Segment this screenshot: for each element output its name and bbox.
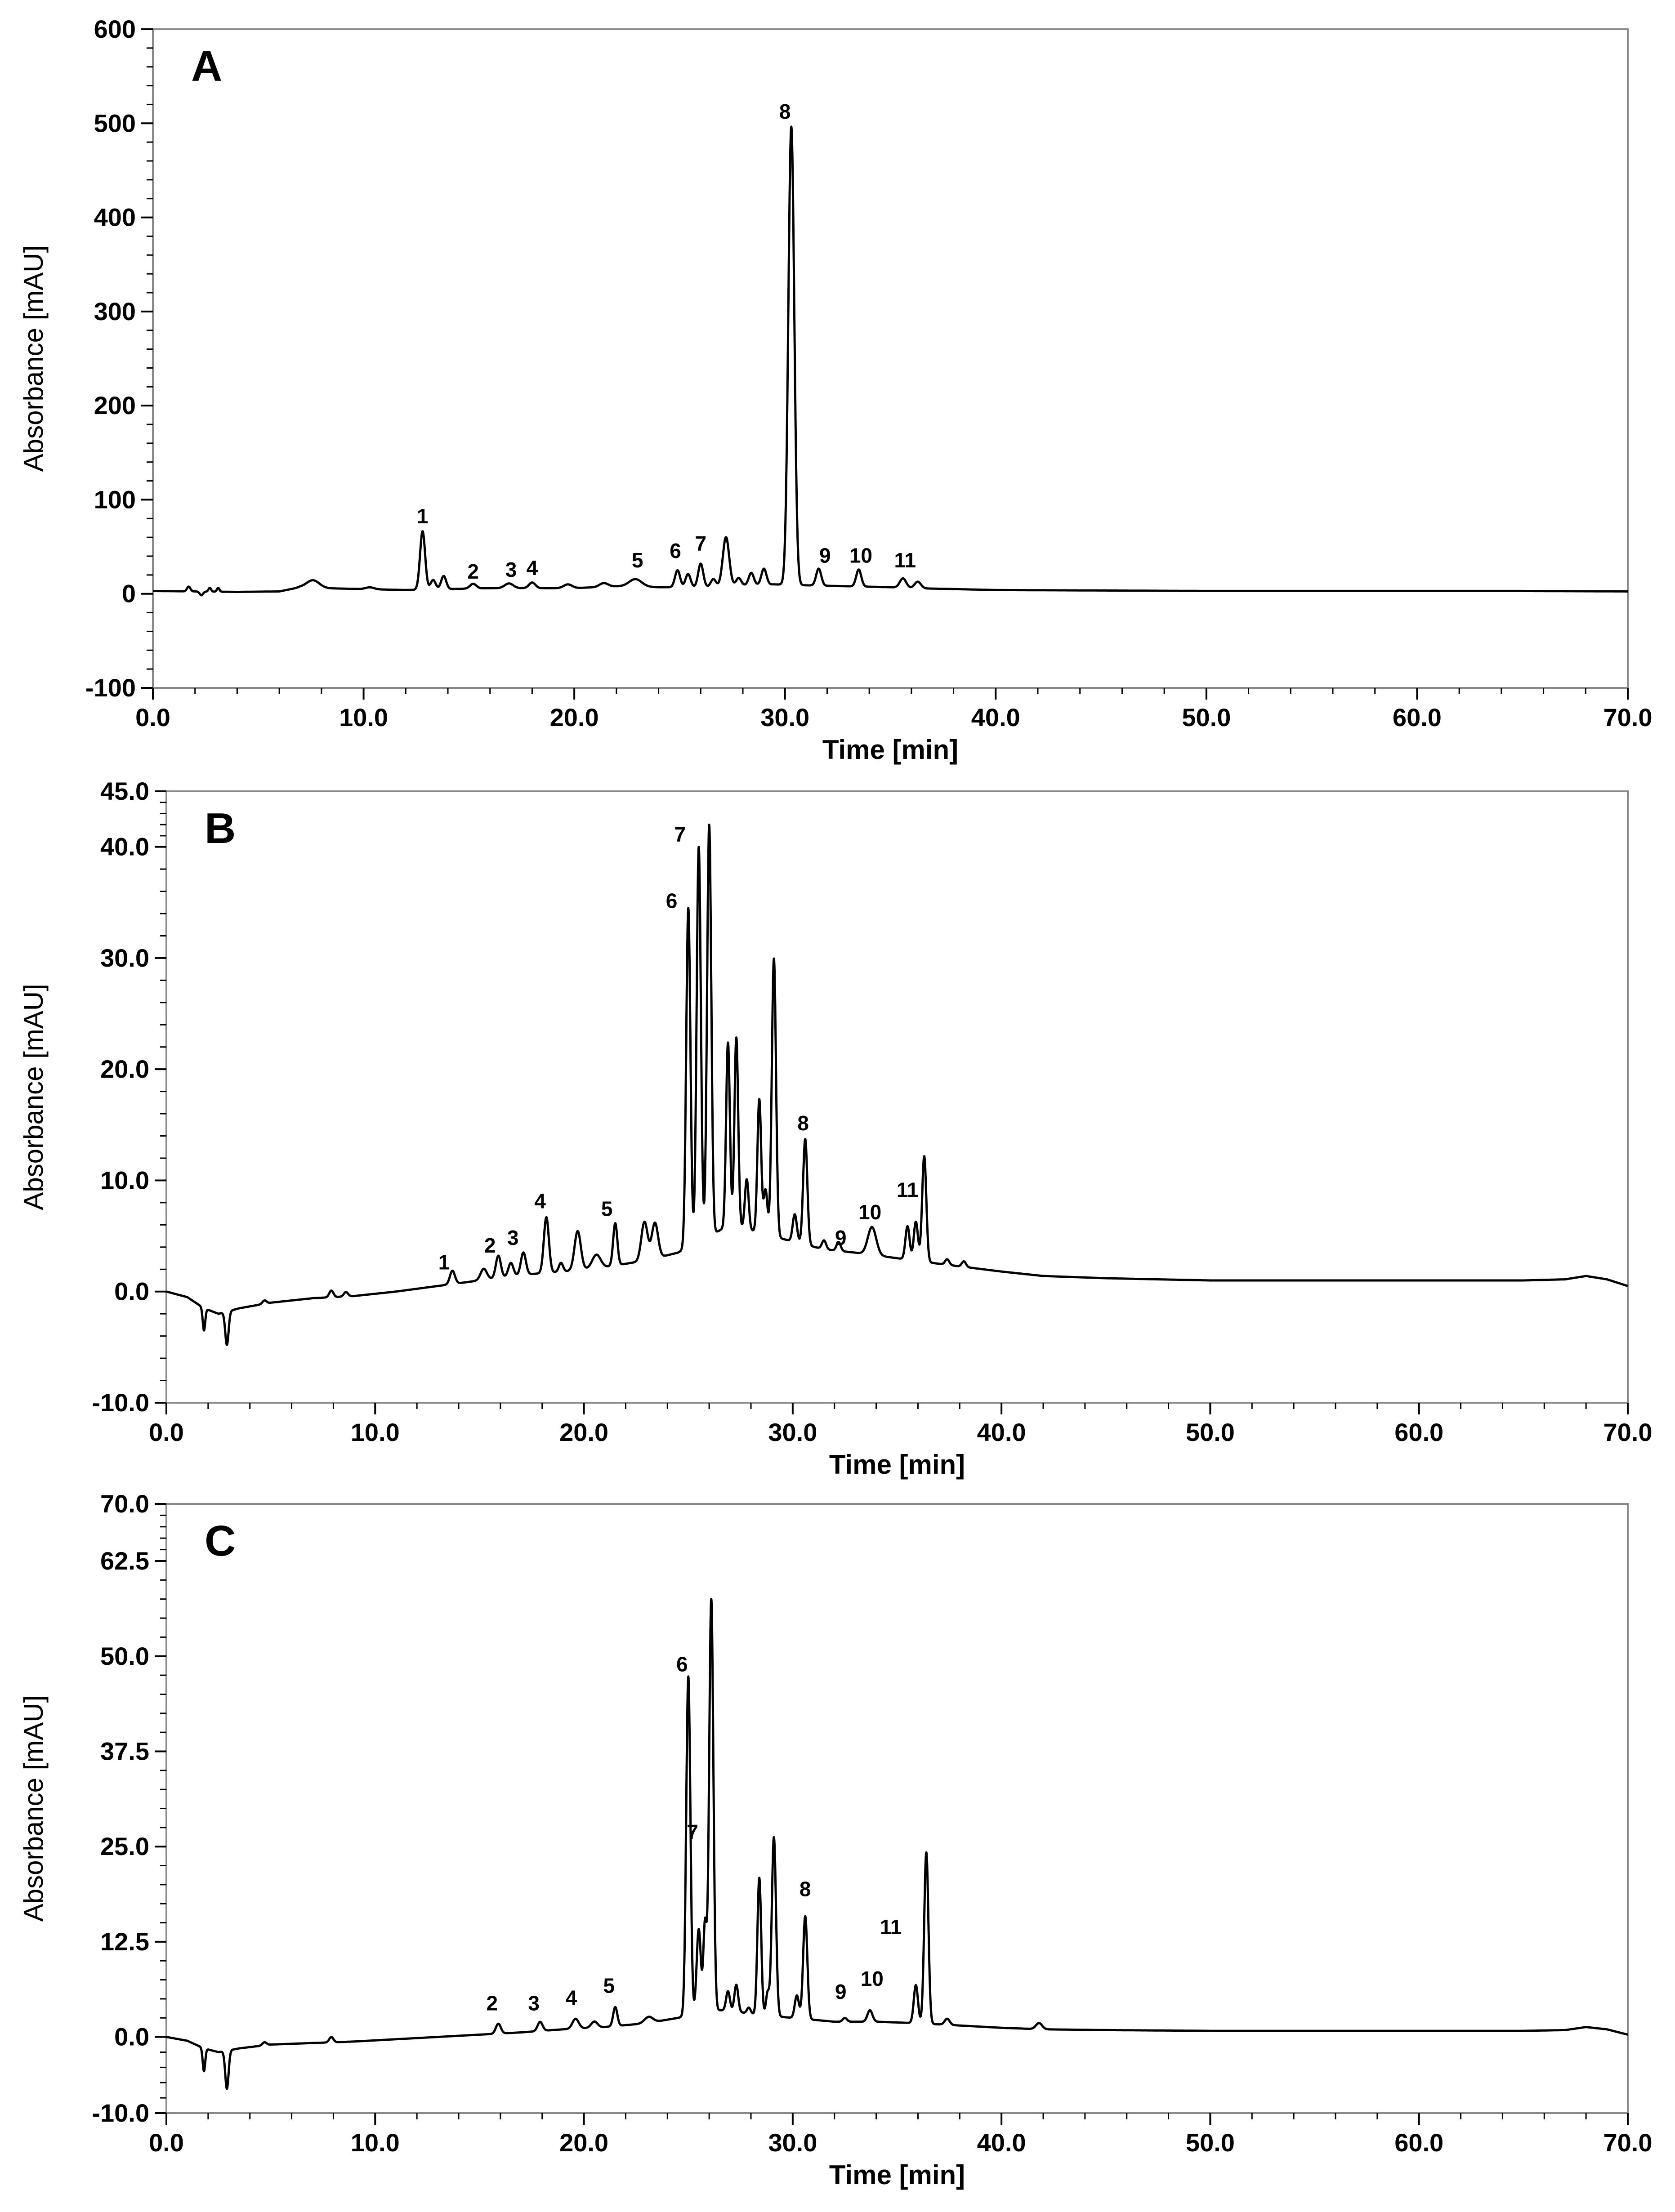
peak-label: 3 — [505, 558, 517, 581]
peak-label: 7 — [687, 1820, 698, 1843]
peak-label: 11 — [894, 549, 916, 572]
x-tick-label: 0.0 — [135, 703, 170, 731]
peak-label: 6 — [676, 1653, 688, 1676]
y-tick-label: 400 — [94, 203, 136, 232]
peak-label: 5 — [603, 1974, 615, 1997]
panel-label: B — [205, 804, 236, 852]
peak-label: 3 — [507, 1226, 519, 1249]
y-tick-label: 37.5 — [100, 1737, 149, 1765]
peak-label: 9 — [835, 1226, 847, 1249]
y-tick-label: -10.0 — [92, 1388, 149, 1417]
y-tick-label: -100 — [85, 673, 136, 702]
chromatogram-panel-c: C Time [min] Absorbance [mAU] 0.0 10.0 20.… — [18, 1490, 1653, 2190]
peak-label: 3 — [528, 1991, 540, 2015]
peak-label: 2 — [486, 1991, 498, 2015]
peak-label: 10 — [849, 544, 872, 567]
y-axis-title: Absorbance [mAU] — [18, 1695, 49, 1922]
chromatogram-panel-a: A Time [min] Absorbance [mAU] 0.0 10.0 20.… — [18, 15, 1653, 765]
y-tick-label: 600 — [94, 15, 136, 43]
x-tick-label: 70.0 — [1604, 1418, 1653, 1446]
x-tick-label: 40.0 — [971, 703, 1020, 731]
y-tick-label: -10.0 — [92, 2099, 149, 2127]
peak-label: 7 — [674, 822, 686, 846]
x-tick-label: 10.0 — [351, 2128, 400, 2157]
peak-label: 6 — [666, 889, 678, 913]
peak-label: 2 — [467, 560, 479, 583]
peak-label: 4 — [534, 1189, 546, 1213]
plot-frame — [152, 28, 1629, 689]
x-tick-label: 60.0 — [1394, 1418, 1443, 1446]
peak-label: 8 — [800, 1877, 811, 1900]
panel-label: C — [205, 1517, 236, 1565]
x-tick-label: 0.0 — [149, 2128, 184, 2157]
y-tick-label: 62.5 — [100, 1547, 149, 1575]
y-tick-label: 500 — [94, 109, 136, 137]
y-tick-label: 300 — [94, 297, 136, 326]
peak-label: 10 — [861, 1967, 884, 1990]
panel-label: A — [191, 42, 222, 90]
peak-label: 9 — [835, 1980, 847, 2003]
peak-label: 5 — [601, 1197, 613, 1221]
y-tick-label: 30.0 — [100, 944, 149, 972]
peak-label: 8 — [797, 1111, 809, 1135]
x-tick-label: 40.0 — [977, 1418, 1026, 1446]
chromatogram-trace — [165, 1598, 1629, 2090]
y-tick-label: 0 — [122, 580, 136, 608]
plot-frame — [165, 790, 1629, 1404]
y-tick-label: 50.0 — [100, 1642, 149, 1670]
peak-label: 1 — [438, 1250, 450, 1274]
y-tick-label: 0.0 — [114, 1277, 149, 1306]
x-tick-label: 70.0 — [1604, 2128, 1653, 2157]
y-tick-label: 20.0 — [100, 1055, 149, 1083]
y-axis-title: Absorbance [mAU] — [18, 245, 49, 472]
y-tick-label: 25.0 — [100, 1832, 149, 1860]
x-tick-label: 30.0 — [760, 703, 809, 731]
chromatogram-panel-b: B Time [min] Absorbance [mAU] 0.0 10.0 20.… — [18, 777, 1653, 1480]
peak-label: 6 — [670, 539, 681, 562]
y-tick-label: 40.0 — [100, 833, 149, 861]
peak-label: 7 — [695, 531, 706, 555]
x-tick-label: 70.0 — [1604, 703, 1653, 731]
x-tick-label: 50.0 — [1186, 2128, 1235, 2157]
peak-label: 5 — [632, 549, 643, 572]
x-axis-title: Time [min] — [829, 1449, 965, 1480]
x-tick-label: 50.0 — [1186, 1418, 1235, 1446]
y-tick-label: 45.0 — [100, 777, 149, 805]
y-tick-label: 200 — [94, 391, 136, 419]
x-tick-label: 0.0 — [149, 1418, 184, 1446]
y-tick-label: 12.5 — [100, 1927, 149, 1956]
peak-label: 2 — [484, 1234, 496, 1257]
y-tick-label: 10.0 — [100, 1166, 149, 1194]
peak-label: 10 — [858, 1200, 881, 1224]
x-tick-label: 20.0 — [559, 2128, 608, 2157]
x-tick-label: 60.0 — [1394, 2128, 1443, 2157]
chromatogram-trace — [165, 823, 1629, 1346]
x-tick-label: 60.0 — [1393, 703, 1442, 731]
y-tick-label: 70.0 — [100, 1490, 149, 1518]
x-tick-label: 20.0 — [550, 703, 599, 731]
y-tick-label: 100 — [94, 485, 136, 513]
x-axis-title: Time [min] — [829, 2160, 965, 2190]
x-tick-label: 30.0 — [768, 1418, 817, 1446]
peak-label: 11 — [880, 1915, 902, 1939]
peak-label: 8 — [779, 100, 791, 123]
x-axis-title: Time [min] — [822, 735, 958, 765]
y-axis-title: Absorbance [mAU] — [18, 984, 49, 1210]
x-tick-label: 30.0 — [768, 2128, 817, 2157]
peak-label: 1 — [417, 504, 429, 528]
peak-label: 9 — [819, 544, 831, 567]
x-tick-label: 20.0 — [559, 1418, 608, 1446]
x-tick-label: 50.0 — [1182, 703, 1231, 731]
x-tick-label: 10.0 — [351, 1418, 400, 1446]
x-tick-label: 40.0 — [977, 2128, 1026, 2157]
peak-label: 4 — [527, 556, 538, 580]
peak-label: 11 — [897, 1178, 919, 1202]
peak-label: 4 — [566, 1986, 577, 2009]
y-tick-label: 0.0 — [114, 2023, 149, 2051]
x-tick-label: 10.0 — [339, 703, 388, 731]
chromatogram-trace — [152, 125, 1629, 597]
